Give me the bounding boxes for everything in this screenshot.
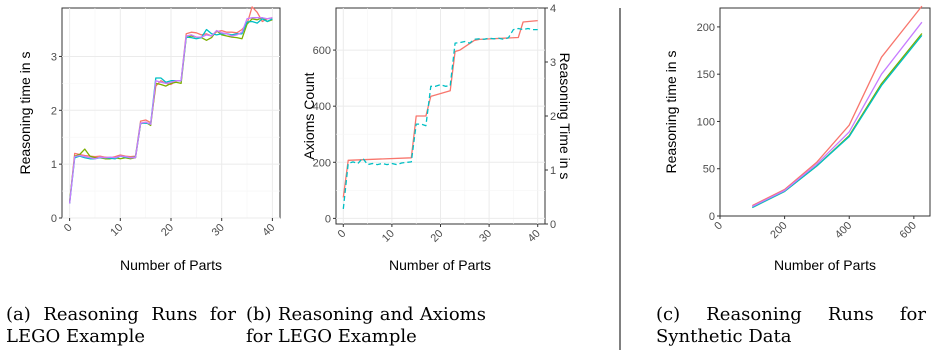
panel-c-border	[719, 7, 931, 217]
y2-tick-label: 3	[550, 57, 556, 69]
y-tick-label: 200	[313, 157, 331, 169]
caption-b-word: and	[379, 304, 414, 325]
y-tick-label: 600	[313, 45, 331, 57]
x-tick-label: 600	[898, 220, 919, 241]
y-tick-label: 400	[313, 101, 331, 113]
caption-c-word: Reasoning	[706, 304, 802, 325]
caption-a-word: for	[209, 304, 236, 325]
x-tick-label: 10	[380, 228, 397, 245]
caption-b-line2: for LEGO Example	[246, 326, 417, 347]
y2-tick-label: 2	[550, 111, 556, 123]
y-tick-label: 50	[703, 164, 715, 176]
x-tick-label: 10	[108, 222, 125, 239]
panel-a-y-axis-title: Reasoning time in s	[17, 52, 33, 175]
panel-c-x-axis-title: Number of Parts	[774, 257, 876, 273]
x-tick-label: 20	[159, 222, 176, 239]
caption-c-word: Runs	[827, 304, 874, 325]
panel-b-y-axis-title: Axioms Count	[301, 72, 317, 159]
y-tick-label: 0	[325, 213, 331, 225]
panel-c-series	[752, 5, 923, 209]
caption-b: (b) Reasoning and Axioms for LEGO Exampl…	[246, 304, 486, 348]
x-tick-label: 400	[833, 220, 854, 241]
caption-c: (c) Reasoning Runs for Synthetic Data	[656, 304, 926, 348]
panel-b-y2-ticks: 0 1 2 3 4	[545, 3, 556, 231]
series-line-1	[752, 5, 923, 207]
caption-c-word: for	[899, 304, 926, 325]
panel-a-x-ticks: 0 10 20 30 40	[62, 218, 278, 239]
caption-c-label: (c)	[656, 304, 681, 325]
y-tick-label: 150	[697, 69, 715, 81]
panel-b-y2-axis-title: Reasoning Time in s	[557, 53, 573, 180]
x-tick-label: 30	[477, 228, 494, 245]
caption-c-line2: Synthetic Data	[656, 326, 792, 347]
caption-a: (a) Reasoning Runs for LEGO Example	[6, 304, 236, 348]
panel-a-series	[68, 6, 273, 204]
series-line-1	[342, 19, 538, 198]
caption-a-line2: LEGO Example	[6, 326, 145, 347]
caption-b-word: Axioms	[419, 304, 486, 325]
panel-b-series	[342, 19, 538, 209]
series-line-2	[68, 17, 273, 202]
x-tick-label: 40	[260, 222, 277, 239]
panel-c-y-ticks: 0 50 100 150 200	[697, 22, 720, 223]
x-tick-label: 0	[62, 222, 75, 235]
y-tick-label: 200	[697, 22, 715, 34]
panel-a-y-ticks: 0 1 2 3	[51, 51, 62, 225]
panel-b-x-ticks: 0 10 20 30 40	[336, 224, 543, 245]
y-tick-label: 1	[51, 159, 57, 171]
panel-a-chart: 0 10 20 30 40 0 1 2 3 Number of Parts Reasoning…	[17, 6, 281, 273]
panel-a-grid	[62, 8, 280, 219]
panel-b-chart: 0 10 20 30 40 0 200 400 600 0 1 2 3 4 Number of Par…	[301, 3, 573, 273]
y2-tick-label: 0	[550, 219, 556, 231]
x-tick-label: 30	[210, 222, 227, 239]
panel-b-y-ticks: 0 200 400 600	[313, 45, 336, 225]
caption-a-label: (a)	[6, 304, 31, 325]
caption-b-label: (b)	[246, 304, 272, 325]
y-tick-label: 2	[51, 105, 57, 117]
x-tick-label: 40	[526, 228, 543, 245]
y2-tick-label: 1	[550, 165, 556, 177]
panel-c-x-ticks: 0 200 400 600	[712, 216, 919, 241]
series-line-1	[68, 6, 273, 203]
x-tick-label: 0	[336, 228, 349, 241]
y-tick-label: 0	[51, 213, 57, 225]
x-tick-label: 200	[768, 220, 789, 241]
y-tick-label: 0	[709, 211, 715, 223]
series-line-4	[68, 17, 273, 204]
caption-b-word: Reasoning	[277, 304, 374, 325]
panel-b-grid	[336, 8, 545, 224]
caption-a-word: Reasoning	[43, 304, 139, 325]
x-tick-label: 20	[428, 228, 445, 245]
series-line-3	[752, 34, 923, 209]
panel-c-y-axis-title: Reasoning time in s	[663, 51, 679, 174]
y-tick-label: 100	[697, 116, 715, 128]
panel-a-x-axis-title: Number of Parts	[120, 257, 222, 273]
caption-a-word: Runs	[151, 304, 198, 325]
y2-tick-label: 4	[550, 3, 556, 15]
y-tick-label: 3	[51, 51, 57, 63]
panel-b-x-axis-title: Number of Parts	[389, 257, 491, 273]
series-line-4	[752, 21, 923, 208]
